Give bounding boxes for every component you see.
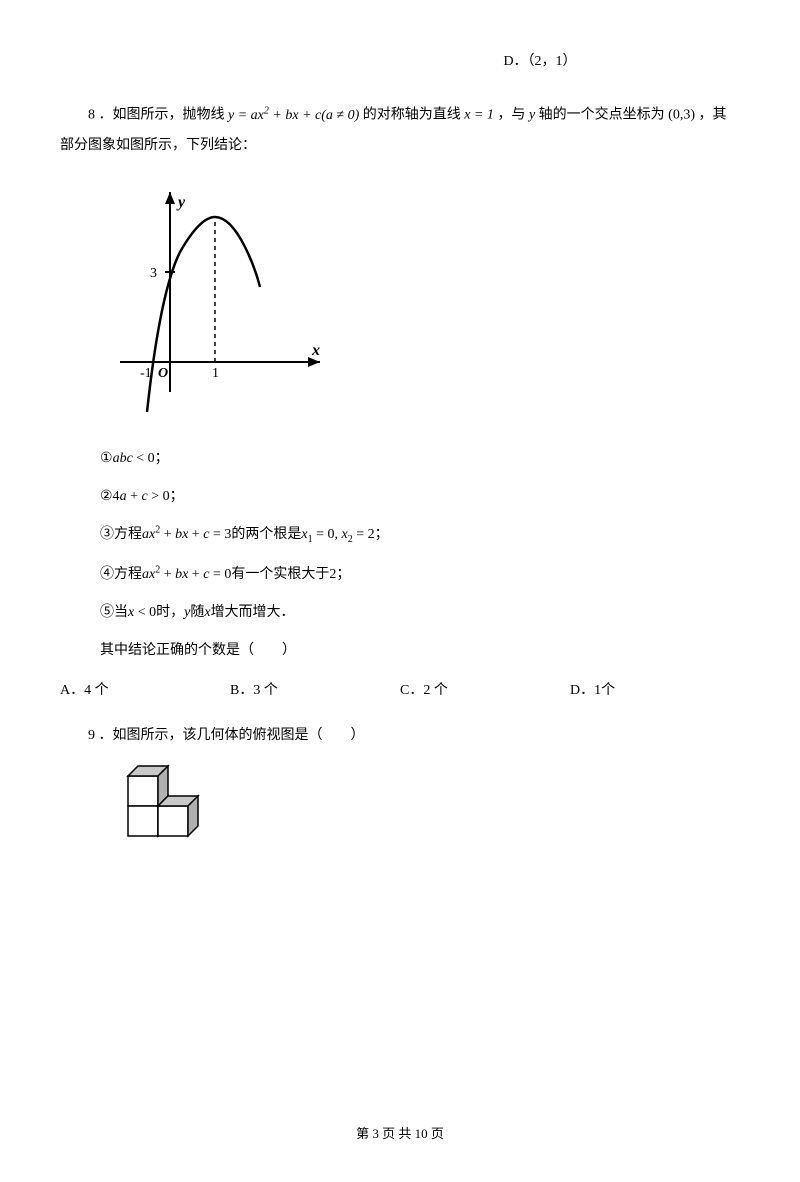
q8-formula1: y = ax2 + bx + c(a ≠ 0) bbox=[228, 108, 359, 123]
q8-yaxis: y bbox=[529, 108, 535, 123]
option-a[interactable]: A．4 个 bbox=[60, 679, 230, 699]
statement-2: ②4a + c > 0； bbox=[100, 485, 740, 505]
page-footer: 第 3 页 共 10 页 bbox=[0, 1123, 800, 1142]
statement-4: ④方程ax2 + bx + c = 0有一个实根大于2； bbox=[100, 563, 740, 583]
q8-prefix: 8 ．如图所示，抛物线 bbox=[88, 108, 225, 123]
tick-x-1: 1 bbox=[212, 366, 219, 381]
conclusion-text: 其中结论正确的个数是（ ） bbox=[100, 639, 740, 659]
question-9-stem: 9 ．如图所示，该几何体的俯视图是（ ） bbox=[60, 724, 740, 744]
tick-x-neg1: -1 bbox=[140, 366, 152, 381]
parabola-chart: y x O 3 -1 1 bbox=[120, 192, 740, 427]
option-d-prev: D．（2，1） bbox=[340, 50, 740, 70]
q8-options: A．4 个 B．3 个 C．2 个 D．1个 bbox=[60, 679, 740, 699]
q8-mid3: 轴的一个交点坐标为 bbox=[539, 108, 665, 123]
statement-3: ③方程ax2 + bx + c = 3的两个根是x1 = 0, x2 = 2； bbox=[100, 523, 740, 545]
cube-diagram bbox=[120, 764, 740, 859]
option-b[interactable]: B．3 个 bbox=[230, 679, 400, 699]
q8-point: (0,3) bbox=[668, 108, 695, 123]
origin-label: O bbox=[158, 366, 168, 381]
q8-mid1: 的对称轴为直线 bbox=[363, 108, 461, 123]
q8-formula2: x = 1 bbox=[464, 108, 494, 123]
y-axis-label: y bbox=[176, 194, 186, 211]
tick-y-3: 3 bbox=[150, 266, 157, 281]
question-8-stem: 8 ．如图所示，抛物线 y = ax2 + bx + c(a ≠ 0) 的对称轴… bbox=[60, 100, 740, 162]
x-axis-label: x bbox=[311, 342, 320, 359]
option-d[interactable]: D．1个 bbox=[570, 679, 740, 699]
option-c[interactable]: C．2 个 bbox=[400, 679, 570, 699]
statement-5: ⑤当x < 0时，y随x增大而增大． bbox=[100, 601, 740, 621]
statement-1: ①abc < 0； bbox=[100, 447, 740, 467]
q8-mid2: ，与 bbox=[497, 108, 525, 123]
